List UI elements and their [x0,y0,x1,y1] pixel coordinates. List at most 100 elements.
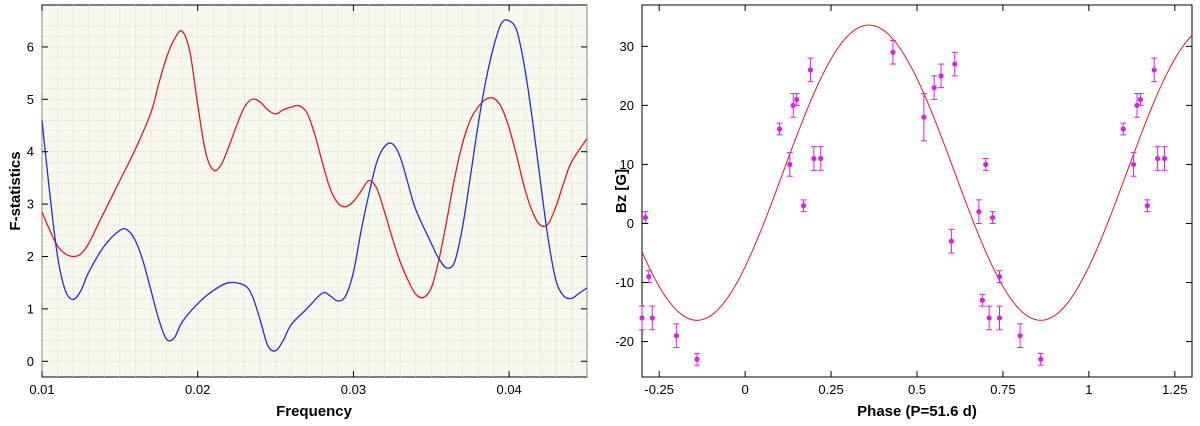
point-marker [996,315,1003,321]
point-marker [1155,155,1161,162]
y-tick-label: 2 [27,249,34,264]
periodogram-ticks: 0.01 0.02 0.03 0.04 0 1 2 3 4 5 6 [27,5,587,397]
x-tick-label: 0.01 [29,382,54,397]
data-point [800,199,807,213]
point-marker [1137,96,1144,103]
point-marker [938,73,944,79]
data-point [1151,57,1158,83]
data-point [948,228,955,254]
y-tick-label: 0 [27,354,34,369]
data-point [649,305,656,331]
point-marker [979,297,985,303]
x-tick-label: 0.5 [908,382,926,397]
point-marker [983,161,989,168]
y-tick-label: 30 [620,39,634,54]
point-marker [639,315,645,321]
periodogram-series [41,19,588,352]
point-marker [818,155,824,162]
x-tick-label: 0.25 [818,382,843,397]
point-marker [1130,161,1137,168]
x-tick-label: 0.75 [990,382,1015,397]
point-marker [952,61,958,67]
x-tick-label: 0.02 [185,382,210,397]
series-line-1 [41,30,588,299]
periodogram-x-axis-label: Frequency [276,403,353,420]
point-marker [790,102,796,108]
data-point [786,152,793,177]
point-marker [1151,67,1157,73]
data-point [989,211,996,224]
phase-curve-y-axis-label: Bz [G] [613,169,630,213]
data-point [694,352,700,366]
fit-curve [641,24,1193,321]
data-point [639,305,645,331]
data-point [776,122,783,136]
point-marker [1134,102,1140,108]
point-marker [646,274,652,280]
periodogram-grid [41,5,588,377]
data-point [986,305,993,331]
point-marker [1038,356,1044,362]
y-tick-label: 6 [27,39,34,54]
y-tick-label: -10 [615,275,634,290]
point-marker [673,333,679,339]
point-marker [811,155,817,162]
y-tick-label: 20 [620,98,634,113]
data-point [1037,352,1044,366]
x-tick-label: 0.04 [496,382,521,397]
point-marker [986,315,992,321]
point-marker [996,274,1003,280]
x-tick-label: 1 [1085,382,1092,397]
data-point [979,293,986,307]
y-tick-label: 5 [27,92,34,107]
point-marker [642,214,649,221]
phase-curve-plot-area [641,4,1193,378]
phase-curve-chart: -0.25 0 0.25 0.5 0.75 1 1.25 -20 -10 0 10 20 30 Phas… [613,4,1193,420]
y-tick-label: 1 [27,301,34,316]
data-point [975,199,982,224]
measurement-points [639,39,1168,366]
data-point [951,51,958,77]
data-point [996,305,1003,331]
y-tick-label: 3 [27,197,34,212]
data-point [1017,323,1024,348]
x-tick-label: 0 [742,382,749,397]
data-point [889,39,896,65]
data-point [817,146,824,171]
point-marker [787,161,793,168]
point-marker [1017,333,1023,339]
data-point [1130,152,1137,177]
data-point [982,158,989,171]
point-marker [931,85,937,91]
point-marker [807,67,814,73]
point-marker [1161,155,1168,162]
data-point [1137,93,1144,106]
data-point [673,323,680,348]
data-point [931,75,938,100]
data-point [996,270,1003,284]
point-marker [649,315,655,321]
data-point [920,93,927,142]
point-marker [776,126,783,132]
y-tick-label: 0 [627,216,634,231]
data-point [793,93,800,106]
point-marker [990,214,996,221]
point-marker [1144,203,1150,209]
periodogram-chart: 0.01 0.02 0.03 0.04 0 1 2 3 4 5 6 Frequency F-stat… [7,4,588,420]
x-tick-label: -0.25 [644,382,674,397]
point-marker [921,114,927,120]
point-marker [976,209,982,215]
point-marker [1120,126,1126,132]
data-point [810,146,817,171]
phase-curve-x-axis-label: Phase (P=51.6 d) [857,403,977,420]
series-line-2 [41,19,588,352]
periodogram-y-axis-label: F-statistics [7,151,24,230]
point-marker [694,356,700,362]
data-point [938,63,945,89]
x-tick-label: 0.03 [341,382,366,397]
y-tick-label: 10 [620,157,634,172]
x-tick-label: 1.25 [1162,382,1187,397]
data-point [1154,146,1161,171]
point-marker [890,49,896,55]
